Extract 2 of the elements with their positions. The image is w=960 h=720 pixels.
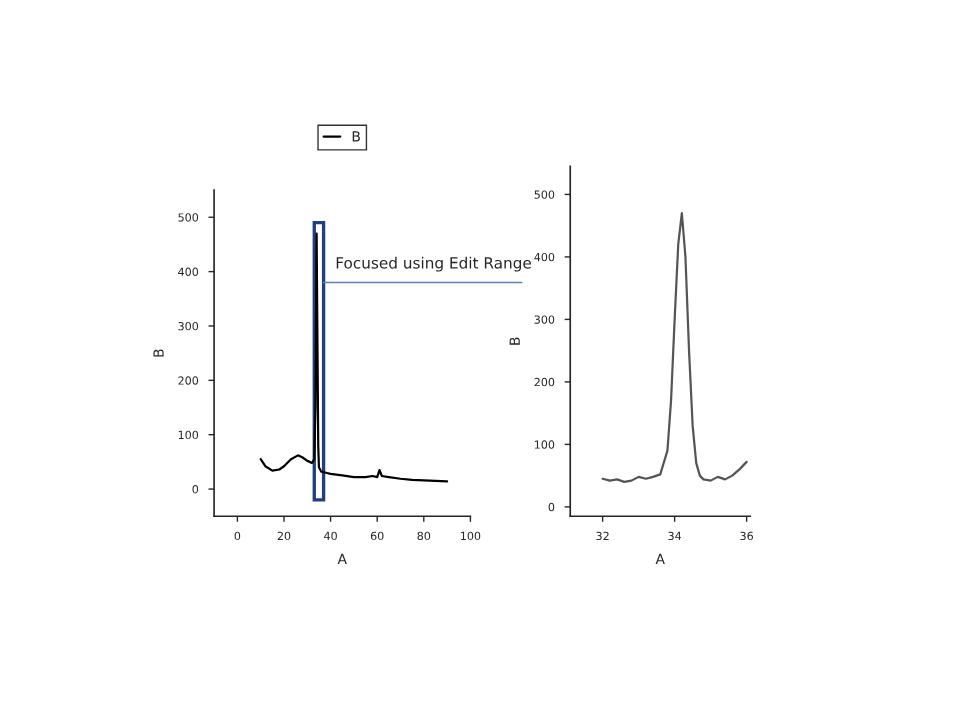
line-series [601, 212, 748, 483]
line-series [259, 232, 449, 483]
